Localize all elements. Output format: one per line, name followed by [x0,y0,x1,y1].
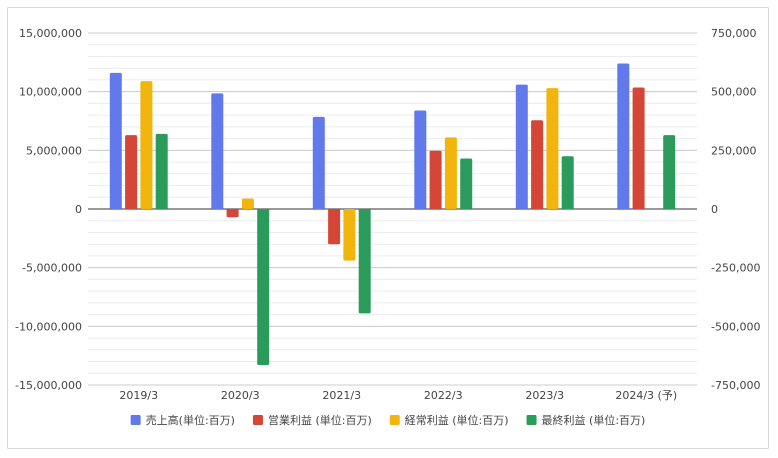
bar [226,209,239,218]
bar [140,81,153,209]
bar [414,110,427,209]
legend-swatch [389,415,400,425]
chart-frame: 15,000,000 10,000,000 5,000,000 0 -5,000,000… [7,7,769,449]
bar [312,116,325,209]
right-tick-label: 0 [711,203,718,216]
x-axis: 2019/3 2020/3 2021/3 2022/3 2023/3 2024/3 (予) [119,389,677,402]
bar [241,198,254,209]
legend: 売上高(単位:百万) 営業利益 (単位:百万) 経常利益 (単位:百万) 最終利益 (… [130,413,646,427]
bar [328,209,341,245]
left-tick-label: 10,000,000 [19,86,82,99]
legend-swatch [252,415,263,425]
right-tick-label: -750,000 [711,379,760,392]
category-label: 2023/3 [525,389,564,402]
bar [663,135,676,209]
bar [632,87,645,209]
legend-label: 営業利益 (単位:百万) [268,413,372,427]
bar [515,84,528,209]
category-label: 2022/3 [424,389,463,402]
legend-swatch [526,415,537,425]
legend-label: 最終利益 (単位:百万) [542,413,646,427]
bar [343,209,356,261]
left-axis: 15,000,000 10,000,000 5,000,000 0 -5,000,000… [15,27,82,392]
right-axis: 750,000 500,000 250,000 0 -250,000 -500,000 -7… [711,27,760,392]
right-tick-label: 500,000 [711,86,757,99]
bar [460,158,473,209]
left-tick-label: -5,000,000 [22,262,82,275]
legend-swatch [130,415,141,425]
right-tick-label: -500,000 [711,320,760,333]
bar [617,63,630,209]
bar [211,93,224,209]
category-label: 2020/3 [221,389,260,402]
bar [531,120,544,209]
bar [561,156,574,209]
bar [358,209,371,314]
left-tick-label: 15,000,000 [19,27,82,40]
category-label: 2019/3 [119,389,158,402]
bars [109,63,676,366]
legend-label: 売上高(単位:百万) [146,413,235,427]
bar [444,137,457,209]
left-tick-label: -15,000,000 [15,379,82,392]
right-tick-label: 250,000 [711,144,757,157]
bar [125,135,138,209]
right-tick-label: 750,000 [711,27,757,40]
legend-label: 経常利益 (単位:百万) [405,413,509,427]
bar [429,150,442,209]
bar [155,133,168,209]
left-tick-label: 5,000,000 [26,144,82,157]
left-tick-label: -10,000,000 [15,320,82,333]
bar [257,209,270,366]
right-tick-label: -250,000 [711,262,760,275]
category-label: 2024/3 (予) [615,389,677,402]
bar [546,88,559,209]
category-label: 2021/3 [322,389,361,402]
grid-lines [88,32,697,386]
left-tick-label: 0 [75,203,82,216]
revenue-profit-chart: 15,000,000 10,000,000 5,000,000 0 -5,000,000… [15,27,760,427]
bar [109,72,122,209]
